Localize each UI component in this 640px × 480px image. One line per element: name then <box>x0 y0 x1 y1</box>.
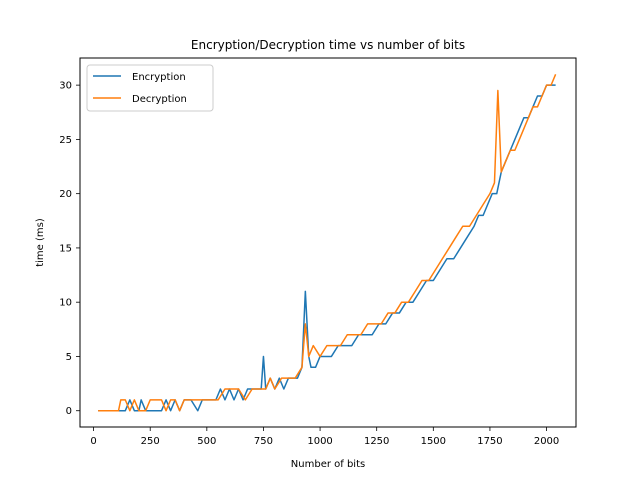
y-tick-label: 15 <box>59 243 72 254</box>
y-axis: 0 5 10 15 20 25 30 <box>59 81 80 417</box>
x-axis: 0 250 500 750 1000 1250 1500 1750 2000 <box>90 427 559 447</box>
series-layer <box>98 73 557 412</box>
plot-frame <box>79 57 577 428</box>
x-tick-label: 1500 <box>421 436 446 447</box>
legend: Encryption Decryption <box>86 64 214 112</box>
legend-label-decryption: Decryption <box>132 94 187 105</box>
x-tick-label: 500 <box>197 436 216 447</box>
x-tick-label: 0 <box>90 436 96 447</box>
y-tick-label: 10 <box>59 298 72 309</box>
x-tick-label: 250 <box>141 436 160 447</box>
series-line-decryption <box>98 73 557 412</box>
series-line-encryption <box>98 84 556 412</box>
y-tick-label: 20 <box>59 189 72 200</box>
y-tick-label: 0 <box>66 406 72 417</box>
x-tick-label: 1750 <box>477 436 502 447</box>
x-tick-label: 2000 <box>534 436 559 447</box>
x-tick-label: 1250 <box>364 436 389 447</box>
x-axis-label: Number of bits <box>291 459 365 470</box>
chart-title: Encryption/Decryption time vs number of … <box>191 38 465 52</box>
x-tick-label: 750 <box>254 436 273 447</box>
y-tick-label: 5 <box>66 352 72 363</box>
y-axis-label: time (ms) <box>35 218 46 267</box>
y-tick-label: 25 <box>59 135 72 146</box>
y-tick-label: 30 <box>59 81 72 92</box>
x-tick-label: 1000 <box>307 436 332 447</box>
legend-label-encryption: Encryption <box>132 72 186 83</box>
